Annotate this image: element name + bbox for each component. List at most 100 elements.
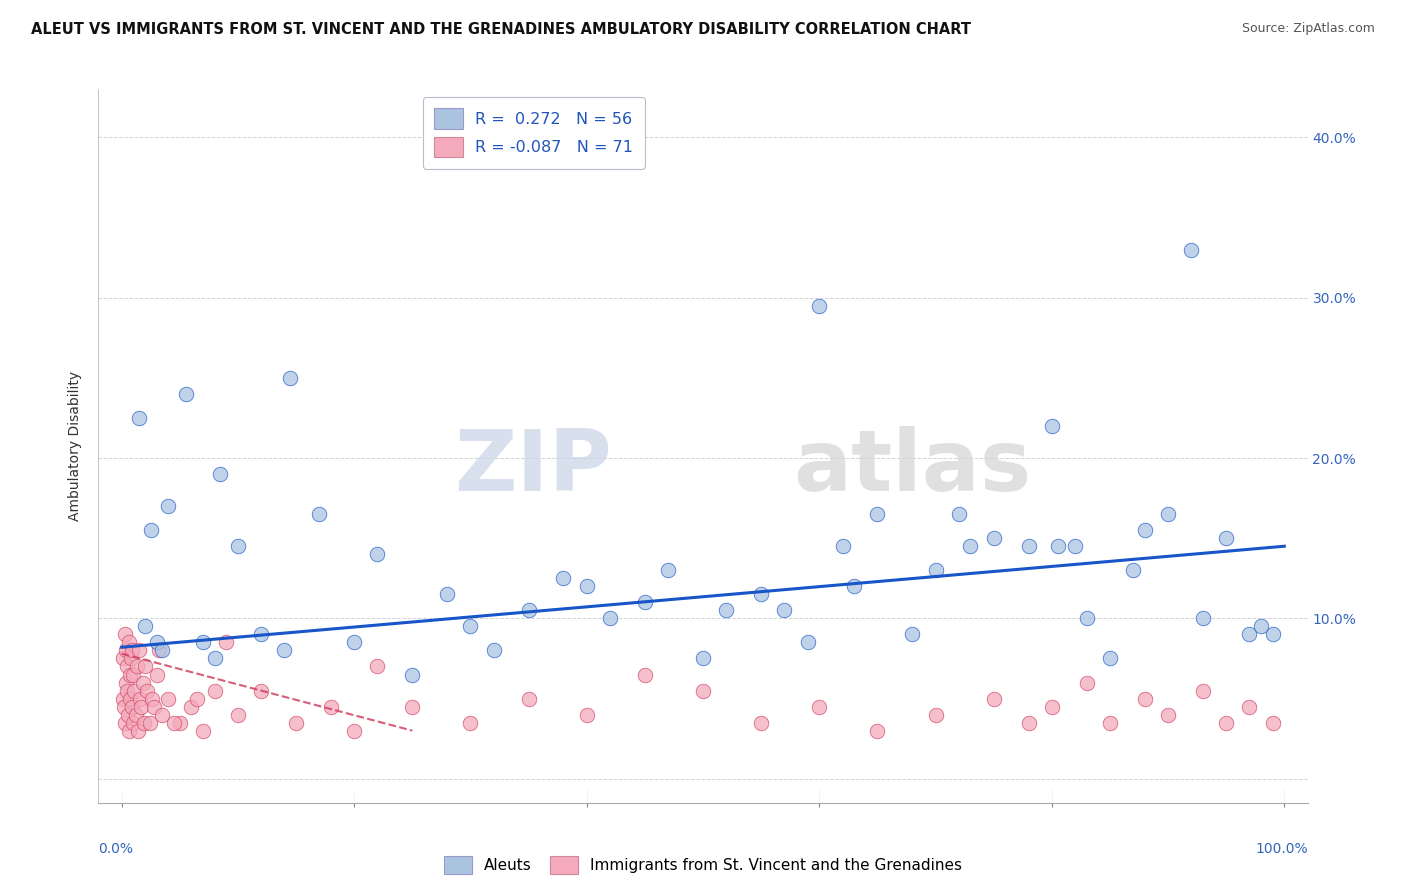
Point <box>319 699 342 714</box>
Point <box>1180 243 1202 257</box>
Point <box>1192 611 1215 625</box>
Point <box>553 571 575 585</box>
Point <box>366 659 388 673</box>
Point <box>121 699 143 714</box>
Point <box>1018 539 1040 553</box>
Point <box>117 707 139 722</box>
Point <box>114 715 136 730</box>
Point <box>948 507 970 521</box>
Point <box>844 579 866 593</box>
Point <box>138 715 160 730</box>
Point <box>273 643 295 657</box>
Point <box>1076 611 1098 625</box>
Point <box>831 539 853 553</box>
Point <box>129 691 152 706</box>
Point <box>250 683 273 698</box>
Point <box>517 603 540 617</box>
Point <box>128 411 150 425</box>
Point <box>1157 507 1180 521</box>
Point <box>115 683 138 698</box>
Text: 0.0%: 0.0% <box>98 842 134 856</box>
Point <box>124 707 146 722</box>
Point <box>343 635 366 649</box>
Point <box>1076 675 1098 690</box>
Point <box>122 667 145 681</box>
Y-axis label: Ambulatory Disability: Ambulatory Disability <box>69 371 83 521</box>
Point <box>169 715 191 730</box>
Point <box>1040 699 1063 714</box>
Point <box>127 723 149 738</box>
Point <box>1098 651 1121 665</box>
Point <box>1018 715 1040 730</box>
Point <box>1215 715 1237 730</box>
Point <box>575 579 598 593</box>
Point <box>136 683 159 698</box>
Point <box>124 683 146 698</box>
Point <box>121 643 143 657</box>
Point <box>111 691 134 706</box>
Point <box>131 675 153 690</box>
Point <box>959 539 981 553</box>
Point <box>482 643 505 657</box>
Point <box>1215 531 1237 545</box>
Point <box>118 667 141 681</box>
Text: ZIP: ZIP <box>454 425 613 509</box>
Point <box>1261 627 1284 641</box>
Point <box>226 707 249 722</box>
Point <box>131 699 153 714</box>
Point <box>460 619 482 633</box>
Point <box>808 699 831 714</box>
Point <box>114 643 136 657</box>
Point <box>1122 563 1144 577</box>
Point <box>163 715 186 730</box>
Point <box>366 547 388 561</box>
Point <box>134 659 156 673</box>
Point <box>983 691 1005 706</box>
Point <box>401 667 423 681</box>
Text: ALEUT VS IMMIGRANTS FROM ST. VINCENT AND THE GRENADINES AMBULATORY DISABILITY CO: ALEUT VS IMMIGRANTS FROM ST. VINCENT AND… <box>31 22 972 37</box>
Point <box>436 587 458 601</box>
Point <box>1157 707 1180 722</box>
Point <box>634 667 657 681</box>
Point <box>1239 699 1261 714</box>
Point <box>308 507 330 521</box>
Point <box>343 723 366 738</box>
Point <box>120 691 142 706</box>
Point <box>1239 627 1261 641</box>
Point <box>209 467 232 481</box>
Text: 100.0%: 100.0% <box>1256 842 1308 856</box>
Point <box>112 651 135 665</box>
Point <box>191 635 214 649</box>
Point <box>808 299 831 313</box>
Point <box>1064 539 1087 553</box>
Point <box>749 587 772 601</box>
Point <box>191 723 214 738</box>
Point <box>460 715 482 730</box>
Point <box>924 563 946 577</box>
Point <box>118 723 141 738</box>
Point <box>150 643 173 657</box>
Point <box>132 715 155 730</box>
Point <box>1250 619 1272 633</box>
Point <box>139 523 162 537</box>
Point <box>866 723 889 738</box>
Point <box>1046 539 1069 553</box>
Point <box>204 683 226 698</box>
Point <box>128 643 150 657</box>
Point <box>599 611 621 625</box>
Point <box>749 715 772 730</box>
Point <box>157 691 180 706</box>
Point <box>150 707 173 722</box>
Point <box>141 691 163 706</box>
Point <box>575 707 598 722</box>
Point <box>285 715 308 730</box>
Point <box>174 387 197 401</box>
Point <box>145 635 167 649</box>
Point <box>226 539 249 553</box>
Point <box>634 595 657 609</box>
Point <box>657 563 679 577</box>
Point <box>120 651 142 665</box>
Point <box>1098 715 1121 730</box>
Point <box>112 699 135 714</box>
Point <box>773 603 796 617</box>
